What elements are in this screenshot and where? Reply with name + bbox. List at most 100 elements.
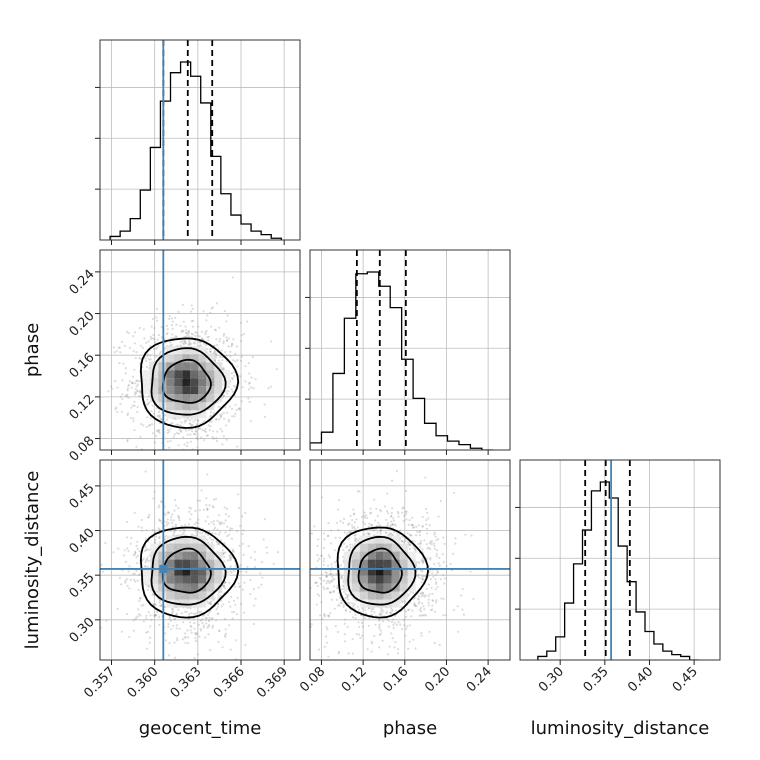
scatter-point — [222, 411, 225, 414]
scatter-point — [211, 505, 214, 508]
scatter-point — [208, 463, 210, 465]
density-cell — [359, 559, 368, 568]
scatter-point — [336, 584, 339, 588]
density-cell — [166, 599, 175, 608]
scatter-point — [426, 557, 429, 560]
scatter-point — [126, 438, 129, 442]
scatter-point — [166, 523, 169, 527]
scatter-point — [378, 524, 381, 527]
scatter-point — [361, 607, 364, 610]
scatter-point — [320, 554, 324, 557]
scatter-point — [217, 533, 221, 536]
scatter-point — [323, 588, 326, 591]
scatter-point — [145, 647, 149, 650]
scatter-point — [416, 597, 419, 601]
scatter-point — [418, 534, 421, 537]
scatter-point — [227, 600, 230, 604]
scatter-point — [343, 663, 345, 665]
scatter-point — [228, 559, 231, 562]
scatter-point — [174, 498, 177, 501]
scatter-point — [402, 506, 405, 509]
grid-lines — [520, 460, 720, 660]
scatter-point — [222, 435, 225, 438]
scatter-point — [141, 529, 144, 533]
scatter-point — [437, 515, 440, 518]
scatter-point — [138, 550, 141, 553]
scatter-point — [234, 360, 237, 363]
scatter-point — [223, 617, 226, 621]
scatter-point — [301, 604, 303, 606]
scatter-point — [433, 533, 436, 536]
scatter-point — [134, 357, 137, 360]
scatter-point — [121, 393, 124, 396]
scatter-point — [207, 602, 210, 605]
scatter-point — [376, 524, 379, 528]
scatter-point — [231, 276, 234, 279]
density-cell — [182, 583, 191, 592]
scatter-point — [152, 347, 156, 351]
scatter-point — [435, 549, 439, 552]
scatter-point — [402, 540, 406, 544]
scatter-point — [127, 570, 130, 573]
density-cell — [182, 362, 191, 371]
scatter-point — [136, 390, 139, 393]
scatter-point — [358, 490, 361, 493]
scatter-point — [120, 583, 123, 586]
scatter-point — [213, 528, 216, 531]
scatter-point — [129, 578, 132, 582]
scatter-point — [348, 522, 351, 525]
scatter-point — [231, 342, 234, 345]
scatter-point — [134, 391, 137, 394]
scatter-point — [174, 417, 178, 421]
scatter-point — [412, 592, 415, 595]
scatter-point — [247, 382, 251, 385]
scatter-point — [404, 513, 408, 516]
scatter-point — [391, 523, 394, 526]
scatter-point — [186, 445, 189, 448]
scatter-point — [239, 525, 242, 528]
scatter-point — [206, 434, 210, 437]
scatter-point — [344, 608, 347, 611]
scatter-point — [148, 641, 151, 644]
contour-level-3 — [336, 526, 429, 619]
scatter-point — [275, 368, 278, 371]
scatter-point — [262, 538, 265, 541]
scatter-point — [136, 389, 139, 393]
contour-level-3 — [139, 526, 240, 619]
density-cell — [174, 354, 183, 363]
panel-frame — [99, 249, 301, 451]
scatter-point — [128, 383, 131, 387]
scatter-point — [433, 641, 436, 645]
scatter-point — [126, 520, 129, 524]
density-cell — [214, 378, 223, 387]
scatter-point — [194, 529, 197, 532]
density-cell — [343, 567, 352, 576]
scatter-point — [469, 570, 472, 573]
scatter-point — [319, 614, 322, 617]
density-cell — [142, 386, 151, 395]
scatter-point — [157, 415, 160, 418]
scatter-point — [226, 411, 229, 414]
density-cell — [383, 575, 392, 584]
scatter-point — [427, 546, 430, 549]
scatter-point — [436, 571, 439, 574]
panel-frame — [99, 459, 301, 661]
scatter-point — [183, 419, 186, 422]
scatter-point — [132, 420, 135, 423]
scatter-point — [158, 537, 161, 540]
scatter-point — [372, 529, 375, 532]
scatter-point — [234, 639, 237, 642]
scatter-point — [184, 524, 187, 527]
density-cell — [206, 394, 215, 403]
scatter-point — [228, 624, 231, 627]
scatter-point — [97, 374, 99, 376]
scatter-point — [212, 520, 215, 523]
scatter-point — [190, 428, 193, 431]
scatter-point — [158, 528, 161, 531]
density-cell — [222, 370, 231, 379]
density-cell — [391, 567, 400, 576]
scatter-point — [157, 506, 160, 509]
scatter-point — [189, 440, 192, 443]
scatter-point — [174, 504, 178, 507]
